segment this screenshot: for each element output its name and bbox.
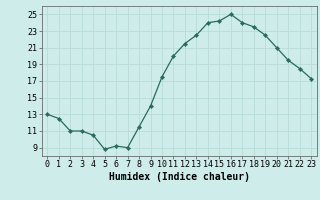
X-axis label: Humidex (Indice chaleur): Humidex (Indice chaleur) bbox=[109, 172, 250, 182]
